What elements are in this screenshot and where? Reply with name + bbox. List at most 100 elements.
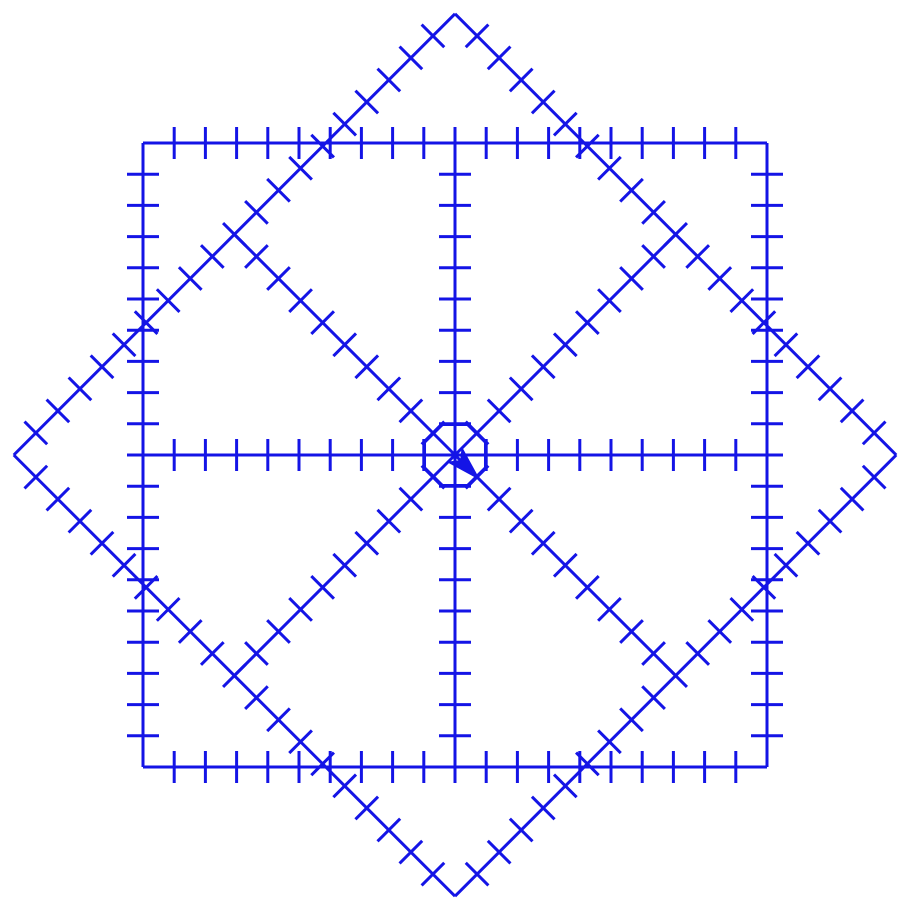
tick-mark xyxy=(111,552,137,578)
tick-mark xyxy=(23,420,49,446)
tick-mark xyxy=(199,244,225,269)
tick-mark xyxy=(574,133,600,159)
center-layer xyxy=(423,423,487,487)
tick-mark xyxy=(244,244,269,269)
shapes-layer xyxy=(12,12,898,898)
square-1-side-2 xyxy=(12,453,457,898)
spoke-0 xyxy=(455,439,767,471)
spoke-270 xyxy=(439,143,471,455)
tick-mark xyxy=(508,67,534,93)
spokes-layer xyxy=(143,143,767,767)
tick-mark xyxy=(354,530,380,556)
tick-mark xyxy=(773,332,799,358)
tick-mark xyxy=(398,839,424,865)
tick-mark xyxy=(707,619,733,644)
tick-mark xyxy=(486,398,512,424)
tick-mark xyxy=(354,795,380,821)
tick-mark xyxy=(552,332,578,358)
tick-mark xyxy=(552,773,578,799)
tick-mark xyxy=(508,376,534,402)
tick-mark xyxy=(530,89,556,115)
tick-mark xyxy=(597,155,622,181)
tick-mark xyxy=(729,597,755,622)
tick-mark xyxy=(310,310,336,336)
tick-mark xyxy=(619,707,644,733)
tick-mark xyxy=(839,398,865,424)
tick-mark xyxy=(817,376,843,402)
turtle-arrow-icon xyxy=(446,446,481,481)
tick-mark xyxy=(486,486,512,512)
tick-mark xyxy=(89,354,115,380)
tick-mark xyxy=(619,266,644,291)
tick-mark xyxy=(817,508,843,534)
tick-mark xyxy=(288,729,313,755)
tick-mark xyxy=(552,111,578,137)
tick-mark xyxy=(508,508,534,534)
spoke-315 xyxy=(453,233,677,457)
tick-mark xyxy=(530,354,556,380)
spoke-45 xyxy=(453,453,677,677)
tick-mark xyxy=(773,552,799,578)
tick-mark xyxy=(464,861,490,887)
tick-mark xyxy=(288,597,313,622)
tick-mark xyxy=(574,310,600,336)
tick-mark xyxy=(685,641,711,666)
tick-mark xyxy=(155,288,181,313)
tick-mark xyxy=(508,817,534,843)
tick-mark xyxy=(597,597,622,622)
tick-mark xyxy=(288,155,313,181)
tick-mark xyxy=(244,641,269,666)
tick-mark xyxy=(751,310,777,336)
tick-mark xyxy=(641,641,666,666)
spoke-225 xyxy=(233,233,457,457)
tick-mark xyxy=(288,288,313,313)
tick-mark xyxy=(310,574,336,600)
tick-mark xyxy=(574,574,600,600)
tick-mark xyxy=(332,552,358,578)
tick-mark xyxy=(530,795,556,821)
tick-mark xyxy=(67,376,93,402)
tick-mark xyxy=(133,310,159,336)
tick-mark xyxy=(155,597,181,622)
tick-mark xyxy=(552,552,578,578)
tick-mark xyxy=(420,23,446,49)
tick-mark xyxy=(707,266,733,291)
tick-mark xyxy=(354,354,380,380)
tick-mark xyxy=(376,376,402,402)
tick-mark xyxy=(310,133,336,159)
tick-mark xyxy=(266,707,291,733)
tick-mark xyxy=(45,398,71,424)
tick-mark xyxy=(619,177,644,203)
tick-mark xyxy=(244,199,269,225)
tick-mark xyxy=(45,486,71,512)
tick-mark xyxy=(420,861,446,887)
tick-mark xyxy=(67,508,93,534)
tick-mark xyxy=(89,530,115,556)
tick-mark xyxy=(332,773,358,799)
tick-mark xyxy=(729,288,755,313)
tick-mark xyxy=(133,574,159,600)
tick-mark xyxy=(861,420,887,446)
tick-mark xyxy=(641,244,666,269)
tick-mark xyxy=(199,641,225,666)
center-octagon xyxy=(423,423,487,487)
tick-mark xyxy=(310,751,336,777)
tick-mark xyxy=(751,574,777,600)
tick-mark xyxy=(861,464,887,490)
spoke-135 xyxy=(233,453,457,677)
tick-mark xyxy=(486,45,512,71)
tick-mark xyxy=(332,332,358,358)
tick-mark xyxy=(486,839,512,865)
tick-mark xyxy=(839,486,865,512)
cursor-layer xyxy=(446,446,481,481)
tick-mark xyxy=(641,199,666,225)
tick-mark xyxy=(376,817,402,843)
tick-mark xyxy=(354,89,380,115)
tick-mark xyxy=(266,619,291,644)
tick-mark xyxy=(795,354,821,380)
spoke-180 xyxy=(143,439,455,471)
tick-mark xyxy=(597,288,622,313)
tick-mark xyxy=(398,45,424,71)
